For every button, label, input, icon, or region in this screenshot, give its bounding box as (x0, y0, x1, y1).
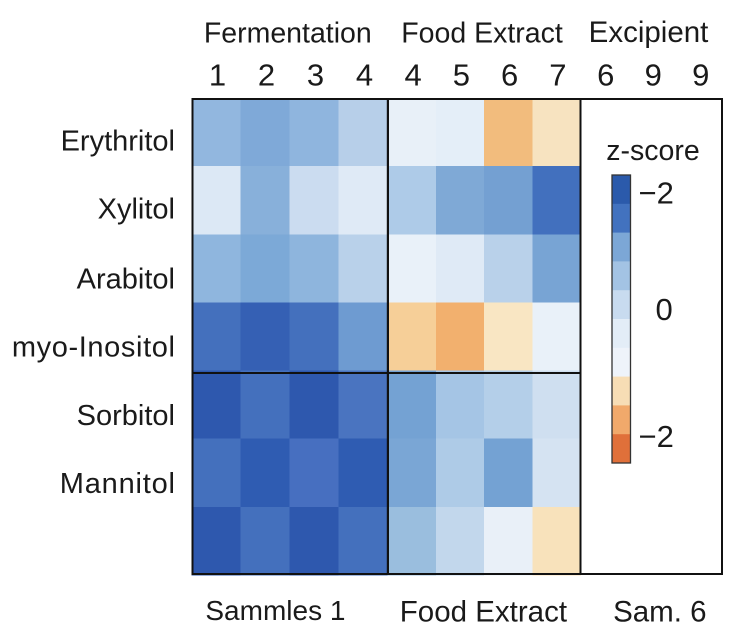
svg-text:Mannitol: Mannitol (60, 468, 176, 500)
svg-text:Sam. 6: Sam. 6 (613, 596, 706, 629)
svg-text:9: 9 (645, 58, 662, 93)
svg-text:7: 7 (549, 58, 566, 93)
svg-text:−2: −2 (639, 419, 674, 454)
svg-text:5: 5 (453, 58, 470, 93)
svg-text:Food Extract: Food Extract (401, 17, 563, 49)
svg-text:6: 6 (501, 58, 518, 93)
svg-text:Excipient: Excipient (589, 16, 709, 49)
svg-text:2: 2 (258, 58, 275, 93)
svg-text:−2: −2 (639, 176, 674, 211)
svg-text:3: 3 (307, 58, 324, 93)
svg-text:z-score: z-score (606, 135, 699, 167)
svg-text:Sammles 1: Sammles 1 (205, 595, 345, 626)
svg-text:0: 0 (655, 292, 672, 327)
svg-text:Sorbitol: Sorbitol (77, 400, 175, 432)
svg-text:Arabitol: Arabitol (77, 264, 175, 296)
svg-text:6: 6 (597, 58, 614, 93)
svg-text:Xylitol: Xylitol (98, 194, 175, 226)
svg-text:Food Extract: Food Extract (400, 595, 567, 628)
svg-text:1: 1 (209, 58, 226, 93)
svg-text:Erythritol: Erythritol (61, 126, 175, 158)
svg-text:Fermentation: Fermentation (204, 17, 372, 49)
svg-text:9: 9 (692, 58, 709, 93)
svg-text:myo-Inositol: myo-Inositol (12, 332, 176, 364)
svg-text:4: 4 (356, 58, 373, 93)
svg-text:4: 4 (404, 58, 421, 93)
